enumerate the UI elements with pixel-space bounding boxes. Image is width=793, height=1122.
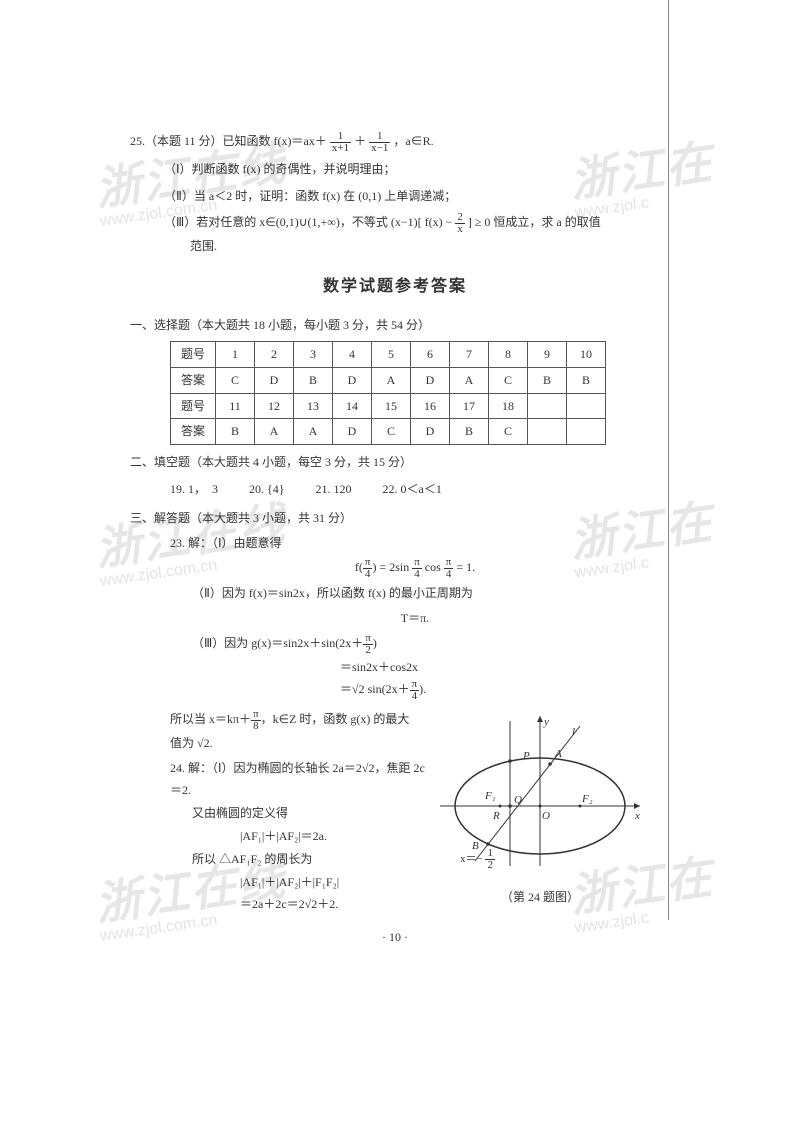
answer-table: 题号 12345678910 答案 CDBDADACBB 题号 11121314… (170, 341, 606, 445)
figure-caption: （第 24 题图） (430, 886, 650, 909)
section-2-heading: 二、填空题（本大题共 4 小题，每空 3 分，共 15 分） (130, 451, 660, 474)
q25-head: 25.（本题 11 分）已知函数 f(x)＝ax＋ 1x+1 ＋ 1x−1 ，a… (130, 130, 660, 154)
fill-20: 20. {4} (249, 478, 285, 501)
s24-eq1: |AF₁|＋|AF₂|＝2a. (240, 825, 430, 848)
s23-eq3: ＝sin2x＋cos2x (340, 656, 660, 679)
fig-label-l: l (572, 722, 575, 743)
bottom-two-column: 所以当 x＝kπ＋π8，k∈Z 时，函数 g(x) 的最大 值为 √2. 24.… (130, 706, 660, 916)
page-right-border (668, 0, 669, 920)
fig-label-y: y (544, 712, 549, 733)
table-row: 答案 CDBDADACBB (171, 367, 606, 393)
s23-cont: 所以当 x＝kπ＋π8，k∈Z 时，函数 g(x) 的最大 值为 √2. (170, 708, 430, 755)
question-25: 25.（本题 11 分）已知函数 f(x)＝ax＋ 1x+1 ＋ 1x−1 ，a… (130, 130, 660, 258)
s23-part1: 23. 解：（Ⅰ）由题意得 (170, 532, 660, 555)
s24-eq3: ＝2a＋2c＝2√2＋2. (240, 893, 430, 916)
page-number: · 10 · (130, 926, 660, 949)
s23-e: 值为 √2. (170, 732, 430, 755)
s23-part3: （Ⅲ）因为 g(x)＝sin2x＋sin(2x＋π2) (192, 632, 660, 656)
section-3-heading: 三、解答题（本大题共 3 小题，共 31 分） (130, 507, 660, 530)
table-header: 题号 (171, 393, 216, 419)
fig-label-R: R (493, 806, 500, 827)
table-header: 题号 (171, 342, 216, 368)
s23-eq2: T＝π. (170, 607, 660, 630)
section-1-heading: 一、选择题（本大题共 18 小题，每小题 3 分，共 54 分） (130, 314, 660, 337)
fig-label-P: P (523, 746, 530, 767)
fig-label-F1: F₁ (485, 786, 496, 807)
fig-label-O: O (542, 806, 550, 827)
s24-c: 所以 △AF₁F₂ 的周长为 (192, 848, 430, 871)
fig-xline: x＝− 12 (460, 848, 495, 871)
s23-d: 所以当 x＝kπ＋π8，k∈Z 时，函数 g(x) 的最大 (170, 708, 430, 732)
s24-b: 又由椭圆的定义得 (192, 802, 430, 825)
page-content: 25.（本题 11 分）已知函数 f(x)＝ax＋ 1x+1 ＋ 1x−1 ，a… (130, 130, 660, 949)
table-row: 答案 BAADCDBC (171, 419, 606, 445)
table-row: 题号 12345678910 (171, 342, 606, 368)
table-row: 题号 1112131415161718 (171, 393, 606, 419)
s23-part2: （Ⅱ）因为 f(x)＝sin2x，所以函数 f(x) 的最小正周期为 (192, 582, 660, 605)
s23-eq4: ＝√2 sin(2x＋π4). (340, 678, 660, 702)
figure-column: A P B R Q O F₁ F₂ x y l x＝− 12 （第 24 题图） (430, 706, 650, 909)
q25-part3-cont: 范围. (190, 235, 660, 258)
fig-label-A: A (555, 744, 562, 765)
fill-19: 19. 1， 3 (170, 478, 218, 501)
table-header: 答案 (171, 419, 216, 445)
table-header: 答案 (171, 367, 216, 393)
q25-part2: （Ⅱ）当 a＜2 时，证明：函数 f(x) 在 (0,1) 上单调递减； (164, 185, 660, 208)
s24-eq2: |AF₁|＋|AF₂|＋|F₁F₂| (240, 871, 430, 894)
left-column: 所以当 x＝kπ＋π8，k∈Z 时，函数 g(x) 的最大 值为 √2. 24.… (130, 706, 430, 916)
fill-answers: 19. 1， 3 20. {4} 21. 120 22. 0＜a＜1 (170, 478, 660, 501)
solution-23: 23. 解：（Ⅰ）由题意得 f(π4) = 2sin π4 cos π4 = 1… (170, 532, 660, 702)
fig-label-F2: F₂ (582, 789, 593, 810)
answers-title: 数学试题参考答案 (130, 272, 660, 302)
q25-part1: （Ⅰ）判断函数 f(x) 的奇偶性，并说明理由； (164, 158, 660, 181)
fig-label-x: x (635, 806, 640, 827)
fig-label-Q: Q (514, 790, 522, 811)
solution-24: 24. 解：（Ⅰ）因为椭圆的长轴长 2a＝2√2，焦距 2c＝2. 又由椭圆的定… (170, 757, 430, 917)
s23-eq1: f(π4) = 2sin π4 cos π4 = 1. (170, 556, 660, 580)
fill-21: 21. 120 (316, 478, 352, 501)
q25-part3: （Ⅲ）若对任意的 x∈(0,1)∪(1,+∞)，不等式 (x−1)[ f(x) … (164, 211, 660, 235)
fill-22: 22. 0＜a＜1 (383, 478, 442, 501)
s24-a: 24. 解：（Ⅰ）因为椭圆的长轴长 2a＝2√2，焦距 2c＝2. (170, 757, 430, 803)
